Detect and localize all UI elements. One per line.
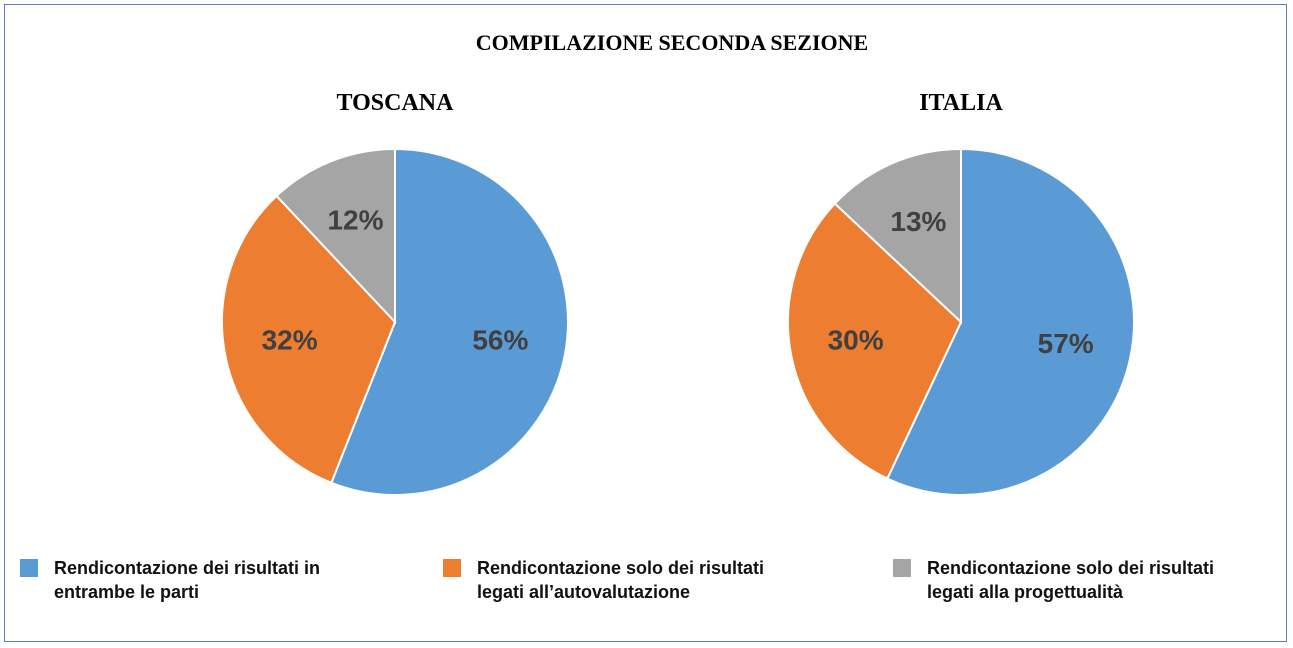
- pie-title: TOSCANA: [337, 90, 455, 116]
- legend-swatch: [20, 559, 38, 577]
- legend-swatch: [443, 559, 461, 577]
- legend-item: Rendicontazione solo dei risultati legat…: [893, 556, 1247, 604]
- chart-title: COMPILAZIONE SECONDA SEZIONE: [476, 30, 868, 55]
- pie-slice: [833, 147, 962, 325]
- pie-slice: [330, 147, 569, 496]
- data-label: 57%: [1038, 328, 1094, 359]
- data-label: 32%: [262, 324, 318, 355]
- pie-title: ITALIA: [919, 90, 1003, 116]
- legend-label: Rendicontazione dei risultati in entramb…: [54, 558, 321, 602]
- data-label: 56%: [472, 324, 528, 355]
- data-label: 30%: [828, 324, 884, 355]
- pie-slice: [886, 147, 1135, 496]
- legend-item: Rendicontazione solo dei risultati legat…: [443, 556, 797, 604]
- legend-item: Rendicontazione dei risultati in entramb…: [20, 556, 374, 604]
- legend-swatch: [893, 559, 911, 577]
- data-label: 13%: [890, 206, 946, 237]
- legend-label: Rendicontazione solo dei risultati legat…: [927, 558, 1215, 602]
- pie-slice: [221, 194, 397, 485]
- frame: [4, 4, 1287, 642]
- data-label: 12%: [327, 205, 383, 236]
- pie-slice: [275, 147, 396, 325]
- legend-label: Rendicontazione solo dei risultati legat…: [477, 558, 765, 602]
- pie-slice: [786, 202, 963, 480]
